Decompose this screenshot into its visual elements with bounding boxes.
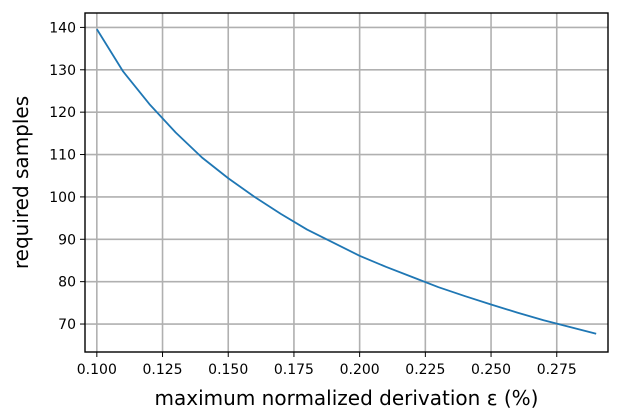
plot-area-frame	[84, 12, 609, 353]
y-tick-label: 70	[58, 317, 76, 333]
y-tick-label: 110	[49, 148, 76, 164]
y-tick-label: 90	[58, 232, 76, 248]
x-tick-label: 0.150	[208, 362, 248, 378]
y-tick-label: 120	[49, 105, 76, 121]
y-tick-label: 100	[49, 190, 76, 206]
x-tick-label: 0.225	[405, 362, 445, 378]
y-tick-label: 130	[49, 63, 76, 79]
y-axis-label: required samples	[9, 96, 33, 269]
x-tick-label: 0.125	[142, 362, 182, 378]
x-tick-label: 0.175	[274, 362, 314, 378]
series-layer	[96, 28, 597, 335]
x-tick-label: 0.275	[537, 362, 577, 378]
x-axis-label: maximum normalized derivation ε (%)	[155, 386, 539, 409]
x-tick-label: 0.100	[77, 362, 117, 378]
ticks: 0.100 0.125 0.150 0.175 0.200 0.225 0.250 0.275…	[49, 20, 577, 378]
y-tick-label: 140	[49, 20, 76, 36]
y-tick-label: 80	[58, 275, 76, 291]
grid	[85, 13, 608, 352]
x-tick-label: 0.200	[340, 362, 380, 378]
x-tick-label: 0.250	[471, 362, 511, 378]
series-line	[96, 28, 597, 335]
